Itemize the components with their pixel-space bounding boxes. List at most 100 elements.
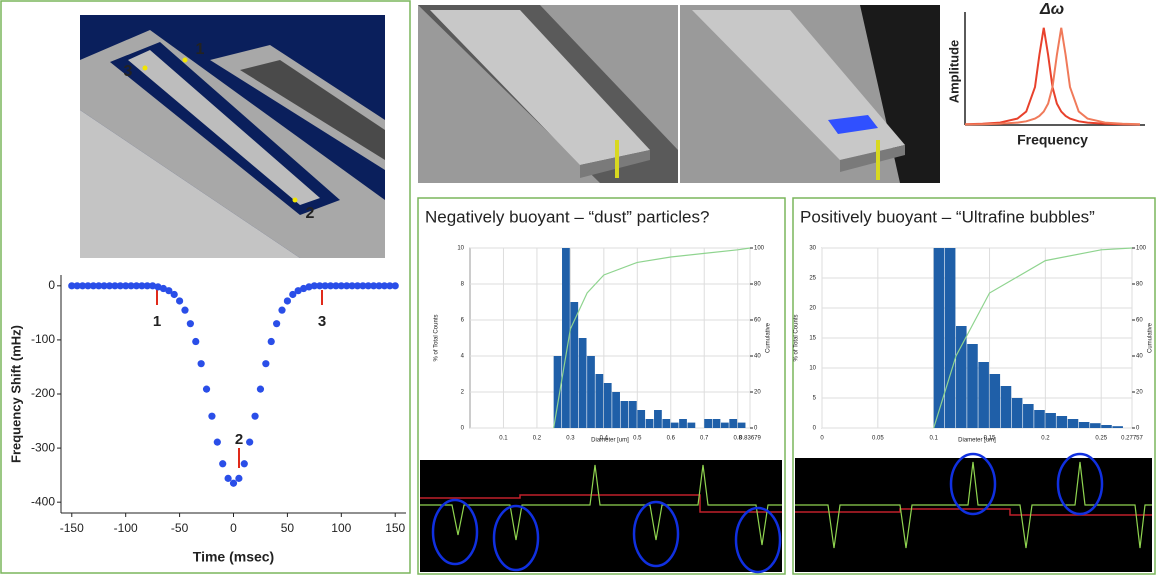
y-tick-label: 15 bbox=[809, 336, 816, 342]
y2-tick-label: 60 bbox=[754, 318, 761, 324]
bar bbox=[629, 401, 637, 428]
x-tick-label: -150 bbox=[60, 521, 84, 535]
y-tick-label: -200 bbox=[31, 386, 55, 400]
bar bbox=[945, 248, 956, 428]
bar bbox=[704, 419, 712, 428]
x-tick-label: 100 bbox=[331, 521, 351, 535]
detector-trace bbox=[420, 454, 1152, 572]
bar bbox=[1079, 422, 1090, 428]
x-tick-label: 0.25 bbox=[1095, 436, 1107, 442]
data-line bbox=[965, 28, 1140, 125]
y2-tick-label: 40 bbox=[754, 354, 761, 360]
data-point bbox=[181, 307, 188, 314]
figure: 312-150-100-500501001500-100-200-300-400… bbox=[0, 0, 1157, 575]
y-tick-label: 25 bbox=[809, 276, 816, 282]
bar bbox=[990, 374, 1001, 428]
x-tick-label: 0 bbox=[820, 436, 824, 442]
y-tick-label: 0 bbox=[813, 426, 817, 432]
x-axis-label: Frequency bbox=[1017, 132, 1088, 148]
data-point bbox=[246, 439, 253, 446]
x-tick-label: 0 bbox=[230, 521, 237, 535]
y2-axis-label: Cumulative bbox=[1148, 322, 1154, 353]
y-tick-label: 0 bbox=[461, 426, 465, 432]
y-tick-label: -300 bbox=[31, 440, 55, 454]
data-point bbox=[219, 460, 226, 467]
x-tick-label: -50 bbox=[171, 521, 189, 535]
bar bbox=[1034, 410, 1045, 428]
y-axis-label: Amplitude bbox=[946, 40, 961, 104]
data-point bbox=[171, 291, 178, 298]
x-tick-label: 0.5 bbox=[633, 436, 642, 442]
y-tick-label: 4 bbox=[461, 354, 465, 360]
data-point bbox=[176, 297, 183, 304]
data-point bbox=[208, 413, 215, 420]
x-tick-label: -100 bbox=[114, 521, 138, 535]
y-axis-label: % of Total Counts bbox=[434, 315, 440, 362]
data-point bbox=[278, 307, 285, 314]
data-point bbox=[230, 480, 237, 487]
x-tick-label: 0.27757 bbox=[1121, 436, 1143, 442]
x-tick-label: 50 bbox=[281, 521, 295, 535]
y-tick-label: 5 bbox=[813, 396, 817, 402]
data-point bbox=[241, 460, 248, 467]
cantilever-render bbox=[418, 5, 940, 183]
bar bbox=[587, 356, 595, 428]
x-tick-label: 150 bbox=[385, 521, 405, 535]
bar bbox=[1112, 426, 1123, 428]
bar bbox=[662, 419, 670, 428]
bar bbox=[671, 423, 679, 428]
data-point bbox=[262, 360, 269, 367]
data-point bbox=[225, 475, 232, 482]
bar bbox=[687, 423, 695, 428]
annotation: 1 bbox=[153, 313, 161, 330]
y-tick-label: 30 bbox=[809, 246, 816, 252]
data-point bbox=[251, 413, 258, 420]
x-tick-label: 0.83679 bbox=[739, 436, 761, 442]
y-tick-label: 10 bbox=[809, 366, 816, 372]
x-axis-label: Diameter [um] bbox=[591, 438, 629, 444]
y2-tick-label: 0 bbox=[754, 426, 758, 432]
bar bbox=[1090, 423, 1101, 428]
x-axis-label: Time (msec) bbox=[193, 549, 274, 565]
y2-tick-label: 0 bbox=[1136, 426, 1140, 432]
chart-title: Positively buoyant – “Ultrafine bubbles” bbox=[800, 207, 1095, 226]
bar bbox=[679, 419, 687, 428]
x-tick-label: 0.1 bbox=[499, 436, 508, 442]
y-tick-label: 2 bbox=[461, 390, 465, 396]
data-point bbox=[198, 360, 205, 367]
bar bbox=[654, 410, 662, 428]
bar bbox=[579, 338, 587, 428]
bar bbox=[1001, 386, 1012, 428]
bar bbox=[1045, 413, 1056, 428]
y2-tick-label: 100 bbox=[1136, 246, 1147, 252]
annotation: Δω bbox=[1039, 1, 1064, 18]
render-label: 3 bbox=[124, 63, 133, 80]
y2-tick-label: 20 bbox=[754, 390, 761, 396]
data-point bbox=[268, 338, 275, 345]
y-tick-label: -400 bbox=[31, 494, 55, 508]
annotation: 3 bbox=[318, 313, 326, 330]
y-tick-label: 10 bbox=[457, 246, 464, 252]
y-axis-label: % of Total Counts bbox=[794, 315, 800, 362]
y2-tick-label: 100 bbox=[754, 246, 765, 252]
y2-tick-label: 60 bbox=[1136, 318, 1143, 324]
bar bbox=[967, 344, 978, 428]
data-line bbox=[965, 28, 1140, 125]
data-point bbox=[284, 297, 291, 304]
x-tick-label: 0.1 bbox=[930, 436, 939, 442]
bar bbox=[729, 419, 737, 428]
y2-tick-label: 40 bbox=[1136, 354, 1143, 360]
bar bbox=[956, 326, 967, 428]
channel-render bbox=[80, 15, 385, 258]
data-point bbox=[392, 282, 399, 289]
data-point bbox=[214, 439, 221, 446]
annotation: 2 bbox=[235, 431, 243, 448]
bar bbox=[595, 374, 603, 428]
x-tick-label: 0.3 bbox=[566, 436, 575, 442]
y2-tick-label: 20 bbox=[1136, 390, 1143, 396]
y2-tick-label: 80 bbox=[754, 282, 761, 288]
bar bbox=[637, 410, 645, 428]
chart-title: Negatively buoyant – “dust” particles? bbox=[425, 207, 709, 226]
x-tick-label: 0.05 bbox=[872, 436, 884, 442]
y-tick-label: 20 bbox=[809, 306, 816, 312]
